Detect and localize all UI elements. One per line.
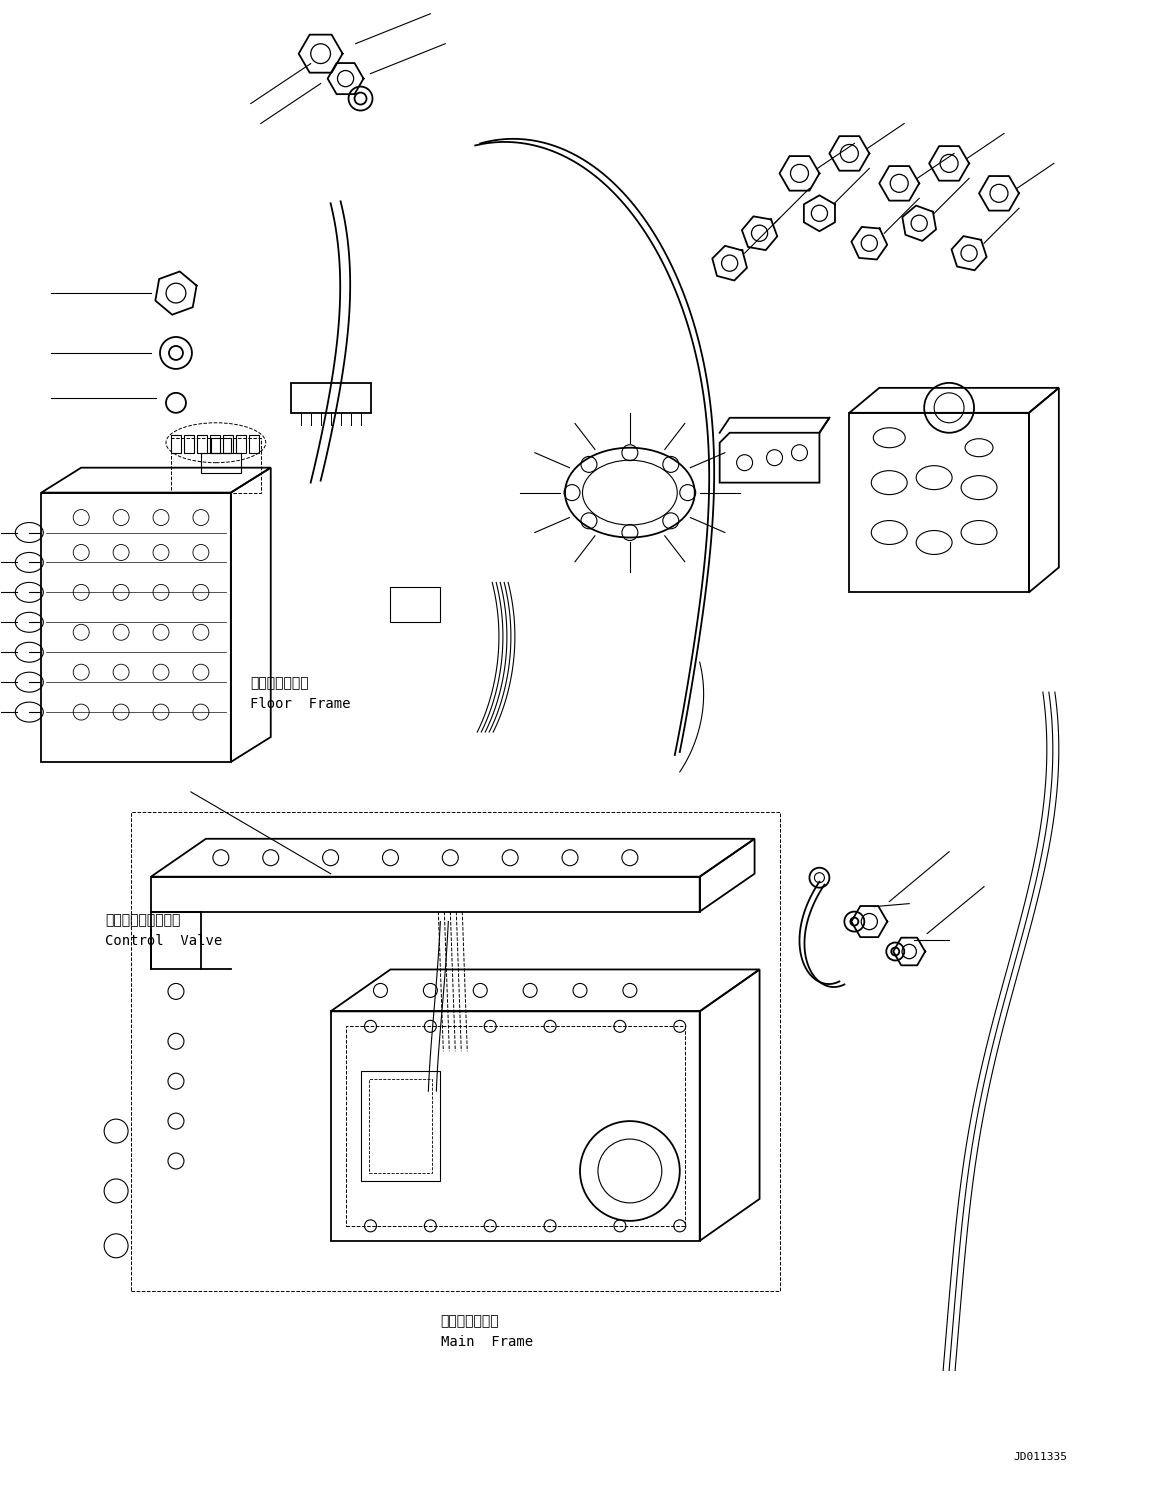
Bar: [369, 1079, 432, 1173]
Text: JD011335: JD011335: [1013, 1452, 1067, 1462]
Bar: [172, 437, 261, 492]
Bar: [850, 413, 1029, 592]
Text: Floor  Frame: Floor Frame: [250, 697, 350, 710]
Text: コントロールバルブ: コントロールバルブ: [105, 913, 181, 927]
Bar: [201, 452, 241, 473]
Bar: [360, 1071, 440, 1182]
Bar: [172, 434, 181, 452]
Bar: [131, 812, 780, 1291]
Bar: [235, 434, 246, 452]
Text: Control  Valve: Control Valve: [105, 934, 223, 947]
Bar: [223, 434, 233, 452]
Bar: [197, 434, 207, 452]
Text: フロアフレーム: フロアフレーム: [250, 676, 308, 689]
Bar: [391, 588, 440, 622]
Text: Main  Frame: Main Frame: [440, 1335, 533, 1349]
Bar: [211, 437, 231, 452]
Bar: [345, 1026, 685, 1226]
Text: メインフレーム: メインフレーム: [440, 1314, 500, 1328]
Bar: [210, 434, 220, 452]
Bar: [249, 434, 258, 452]
Bar: [184, 434, 194, 452]
